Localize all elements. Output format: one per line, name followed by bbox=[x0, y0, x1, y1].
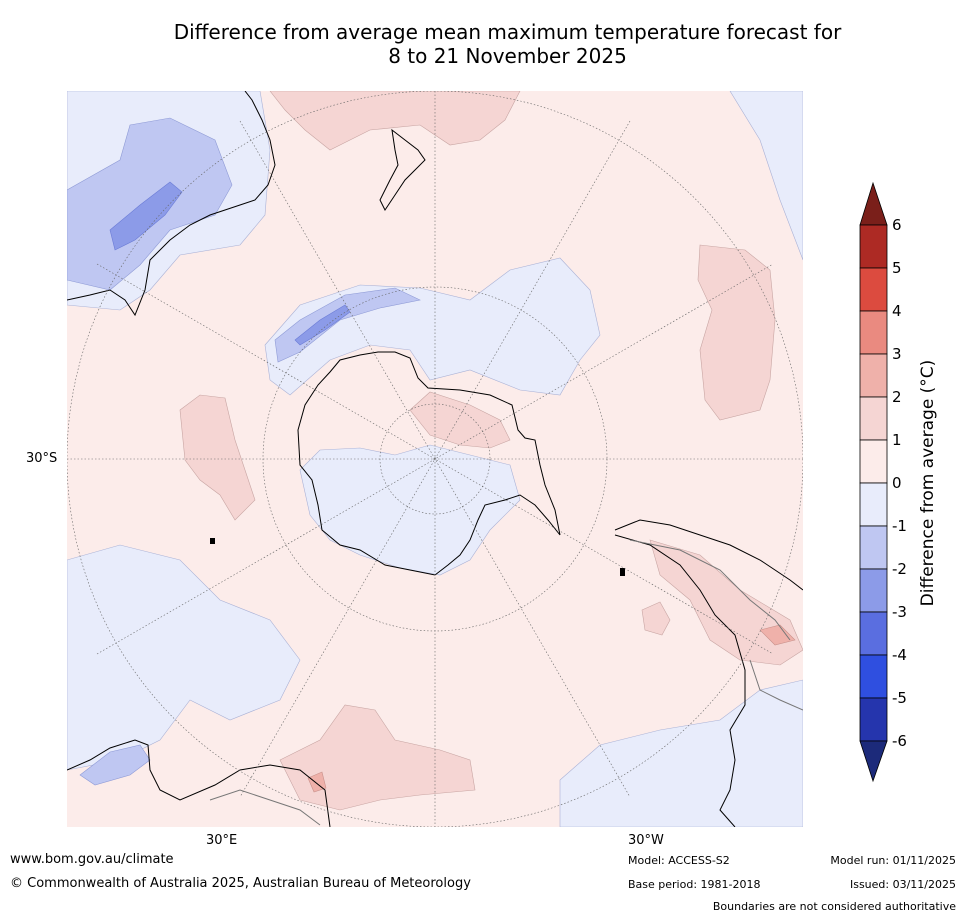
colorbar-swatch-1-to-2 bbox=[859, 396, 888, 441]
colorbar-tick: -3 bbox=[892, 603, 907, 621]
colorbar-swatch-2-to-3 bbox=[859, 353, 888, 398]
colorbar-tick: 4 bbox=[892, 302, 902, 320]
model-run-date: Model run: 01/11/2025 bbox=[830, 854, 956, 867]
region-2-to-3-south-america bbox=[759, 624, 796, 646]
colorbar-tick: 3 bbox=[892, 345, 902, 363]
region-m1-to-0-southern-ocean bbox=[264, 257, 601, 396]
antarctica-coastline bbox=[297, 351, 561, 576]
region-m1-to-0-top-right bbox=[729, 91, 803, 261]
colorbar-swatch-m2-to-m1 bbox=[859, 525, 888, 570]
colorbar-swatch-m4-to-m3 bbox=[859, 611, 888, 656]
africa-coastline bbox=[67, 739, 331, 827]
colorbar-tick: 5 bbox=[892, 259, 902, 277]
colorbar-tick: 1 bbox=[892, 431, 902, 449]
title-line-2: 8 to 21 November 2025 bbox=[388, 44, 627, 68]
colorbar-tick: 0 bbox=[892, 474, 902, 492]
colorbar-tick: -2 bbox=[892, 560, 907, 578]
colorbar bbox=[859, 181, 888, 783]
colorbar-tick: 6 bbox=[892, 216, 902, 234]
region-m2-to-m1-southern-ocean bbox=[274, 287, 421, 363]
southern-africa-boundary bbox=[209, 789, 321, 826]
website-link[interactable]: www.bom.gov.au/climate bbox=[10, 852, 174, 867]
temperature-anomaly-field bbox=[67, 91, 803, 827]
colorbar-label: Difference from average (°C) bbox=[918, 359, 938, 607]
colorbar-tick: 2 bbox=[892, 388, 902, 406]
boundaries-disclaimer: Boundaries are not considered authoritat… bbox=[712, 900, 956, 913]
colorbar-swatch-3-to-4 bbox=[859, 310, 888, 355]
colorbar-tick: -1 bbox=[892, 517, 907, 535]
colorbar-tick: -6 bbox=[892, 732, 907, 750]
colorbar-swatch-m1-to-0 bbox=[859, 482, 888, 527]
colorbar-swatch-below-m6 bbox=[859, 740, 888, 783]
colorbar-tick: -5 bbox=[892, 689, 907, 707]
map-title: Difference from average mean maximum tem… bbox=[60, 20, 955, 68]
issued-date: Issued: 03/11/2025 bbox=[849, 878, 956, 891]
region-1-to-2-top-center bbox=[269, 91, 521, 151]
title-line-1: Difference from average mean maximum tem… bbox=[173, 20, 842, 44]
region-m1-to-0-antarctica bbox=[299, 444, 521, 576]
region-m2-to-m1-lower-left bbox=[79, 744, 151, 786]
lon-label-30e: 30°E bbox=[206, 833, 238, 848]
australia-coastline bbox=[67, 91, 276, 317]
region-1-to-2-bottom-center bbox=[279, 704, 476, 811]
south-america-interior-boundary bbox=[629, 539, 803, 711]
region-1-to-2-right bbox=[697, 244, 776, 421]
model-name: Model: ACCESS-S2 bbox=[628, 854, 730, 867]
region-1-to-2-left-center bbox=[179, 394, 256, 521]
lat-label-30s: 30°S bbox=[26, 451, 58, 466]
island-marker bbox=[210, 538, 215, 544]
lon-label-30w: 30°W bbox=[628, 833, 664, 848]
colorbar-swatch-5-to-6 bbox=[859, 224, 888, 269]
base-period: Base period: 1981-2018 bbox=[628, 878, 761, 891]
region-1-to-2-small-patch bbox=[641, 601, 671, 636]
colorbar-swatch-m5-to-m4 bbox=[859, 654, 888, 699]
island-marker-2 bbox=[620, 568, 625, 576]
colorbar-tick: -4 bbox=[892, 646, 907, 664]
south-america-coastline bbox=[614, 519, 803, 827]
colorbar-swatch-above-6 bbox=[859, 181, 888, 226]
colorbar-swatch-4-to-5 bbox=[859, 267, 888, 312]
region-m3-to-m2-southern-ocean bbox=[294, 304, 351, 346]
region-m3-to-m2-top-left bbox=[109, 181, 183, 251]
colorbar-swatch-m6-to-m5 bbox=[859, 697, 888, 742]
colorbar-swatch-m3-to-m2 bbox=[859, 568, 888, 613]
new-zealand-coastline bbox=[379, 128, 426, 211]
graticule bbox=[67, 91, 803, 827]
copyright-text: © Commonwealth of Australia 2025, Austra… bbox=[10, 876, 471, 891]
colorbar-swatch-0-to-1 bbox=[859, 439, 888, 484]
